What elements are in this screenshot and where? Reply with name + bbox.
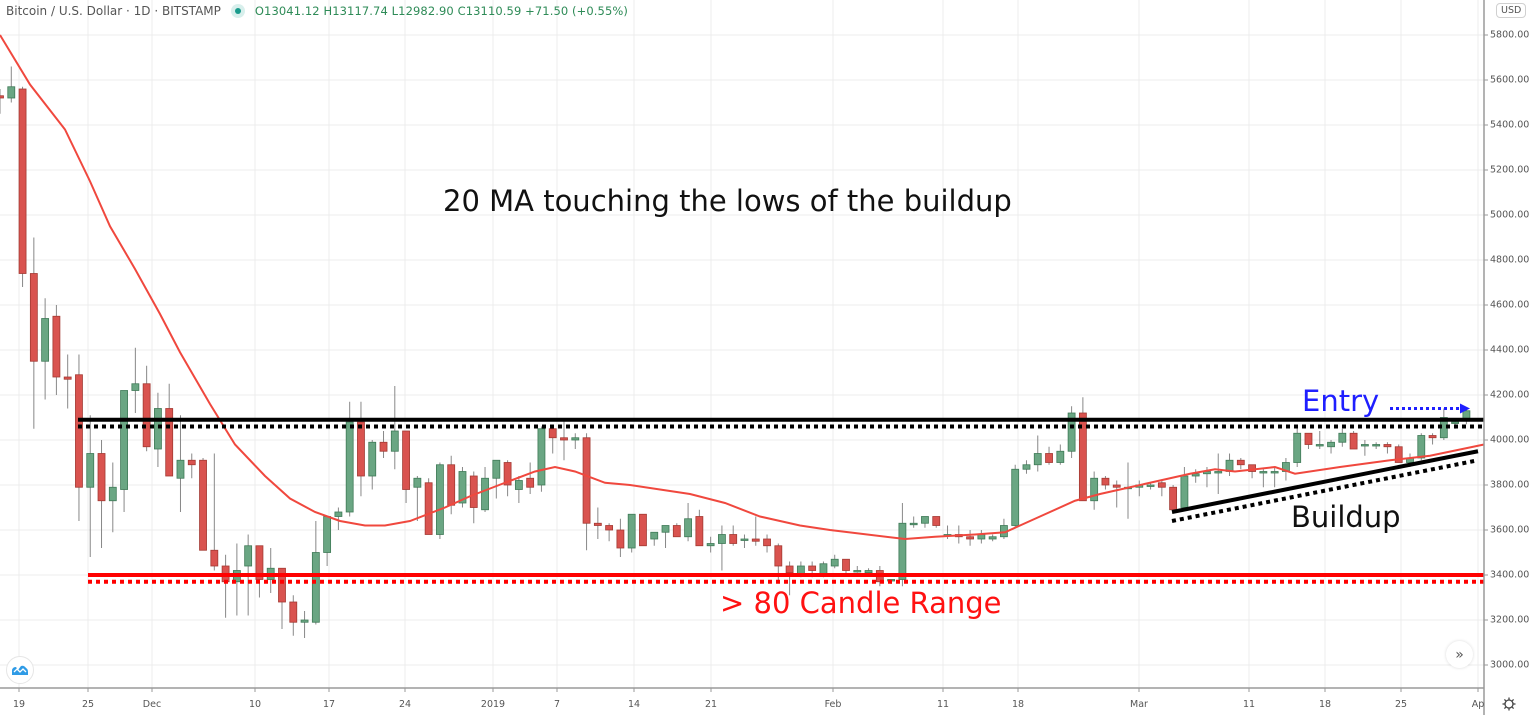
symbol-legend: Bitcoin / U.S. Dollar · 1D · BITSTAMP O1… [6,4,628,18]
currency-badge[interactable]: USD [1496,3,1527,18]
gear-icon [1502,697,1516,711]
y-tick-label: 3600.00 [1490,524,1530,536]
x-tick-label: 18 [1011,699,1025,710]
y-tick-label: 3200.00 [1490,614,1530,626]
y-tick-label: 4000.00 [1490,434,1530,446]
x-tick-label: Ap [1471,699,1485,710]
y-tick-label: 4800.00 [1490,254,1530,266]
axes [0,0,1488,715]
support-resistance-lines [78,403,1484,584]
y-tick-label: 5800.00 [1490,29,1530,41]
x-tick-label: 19 [12,699,26,710]
x-tick-label: Mar [1130,699,1148,710]
tradingview-cloud-icon [12,665,28,675]
scroll-to-realtime-button[interactable]: » [1446,641,1473,668]
x-tick-label: 10 [248,699,262,710]
grid-lines [0,0,1484,688]
annotation-entry-label: Entry [1302,384,1380,418]
x-tick-label: 14 [627,699,641,710]
annotation-buildup-label: Buildup [1291,500,1401,534]
double-chevron-right-icon: » [1455,646,1464,663]
x-tick-label: 25 [1394,699,1408,710]
x-tick-label: Dec [142,699,162,710]
x-tick-label: 11 [1242,699,1256,710]
y-tick-label: 5600.00 [1490,74,1530,86]
x-tick-label: 2019 [480,699,506,710]
y-tick-label: 3400.00 [1490,569,1530,581]
y-tick-label: 5400.00 [1490,119,1530,131]
y-tick-label: 3000.00 [1490,659,1530,671]
candlesticks [0,66,1471,638]
x-tick-label: 7 [553,699,561,710]
y-tick-label: 5000.00 [1490,209,1530,221]
ohlc-values: O13041.12 H13117.74 L12982.90 C13110.59 … [254,4,628,18]
tradingview-logo-button[interactable] [6,656,34,684]
chart-settings-button[interactable] [1501,696,1517,712]
y-tick-label: 3800.00 [1490,479,1530,491]
y-tick-label: 5200.00 [1490,164,1530,176]
x-tick-label: 21 [704,699,718,710]
x-tick-label: Feb [824,699,842,710]
y-tick-label: 4400.00 [1490,344,1530,356]
annotation-range-note: > 80 Candle Range [720,586,1002,620]
annotation-ma-note: 20 MA touching the lows of the buildup [443,184,1012,218]
y-tick-label: 4200.00 [1490,389,1530,401]
x-tick-label: 24 [398,699,412,710]
x-tick-label: 25 [81,699,95,710]
ma20-line [0,34,1485,541]
y-tick-label: 4600.00 [1490,299,1530,311]
x-tick-label: 18 [1318,699,1332,710]
x-tick-label: 11 [936,699,950,710]
x-tick-label: 17 [322,699,336,710]
market-status-icon [230,4,245,18]
symbol-title[interactable]: Bitcoin / U.S. Dollar · 1D · BITSTAMP [6,4,221,18]
